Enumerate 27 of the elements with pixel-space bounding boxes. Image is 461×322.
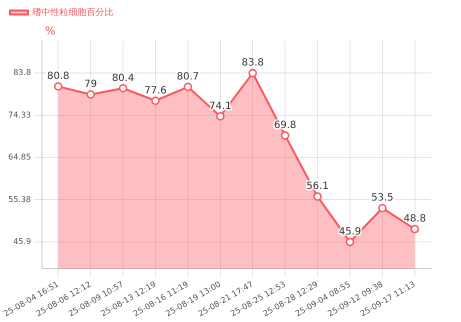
point: [280, 131, 290, 140]
y-tick-label: 74.33: [8, 110, 32, 120]
point: [184, 82, 192, 92]
y-axis-title: %: [45, 24, 56, 38]
data-label: 80.8: [47, 71, 70, 82]
point: [118, 84, 128, 92]
point: [216, 112, 225, 121]
point: [54, 82, 62, 91]
point: [248, 68, 257, 78]
data-label: 53.5: [371, 192, 394, 204]
data-label: 77.6: [144, 85, 167, 96]
point: [378, 204, 387, 212]
legend-label: 嗜中性粒细胞百分比: [32, 6, 114, 18]
y-tick-label: 64.85: [8, 152, 32, 162]
point: [346, 238, 354, 246]
data-label: 80.4: [112, 72, 134, 84]
point: [151, 96, 160, 105]
y-tick-label: 45.9: [13, 237, 32, 246]
data-label: 80.7: [176, 71, 200, 82]
point: [410, 224, 420, 234]
data-label: 48.8: [404, 214, 426, 225]
y-tick-label: 83.8: [13, 68, 32, 78]
point: [86, 90, 95, 99]
data-label: 79: [84, 79, 98, 90]
y-tick-label: 55.38: [8, 194, 32, 204]
point: [313, 192, 322, 201]
data-label: 83.8: [242, 58, 264, 69]
